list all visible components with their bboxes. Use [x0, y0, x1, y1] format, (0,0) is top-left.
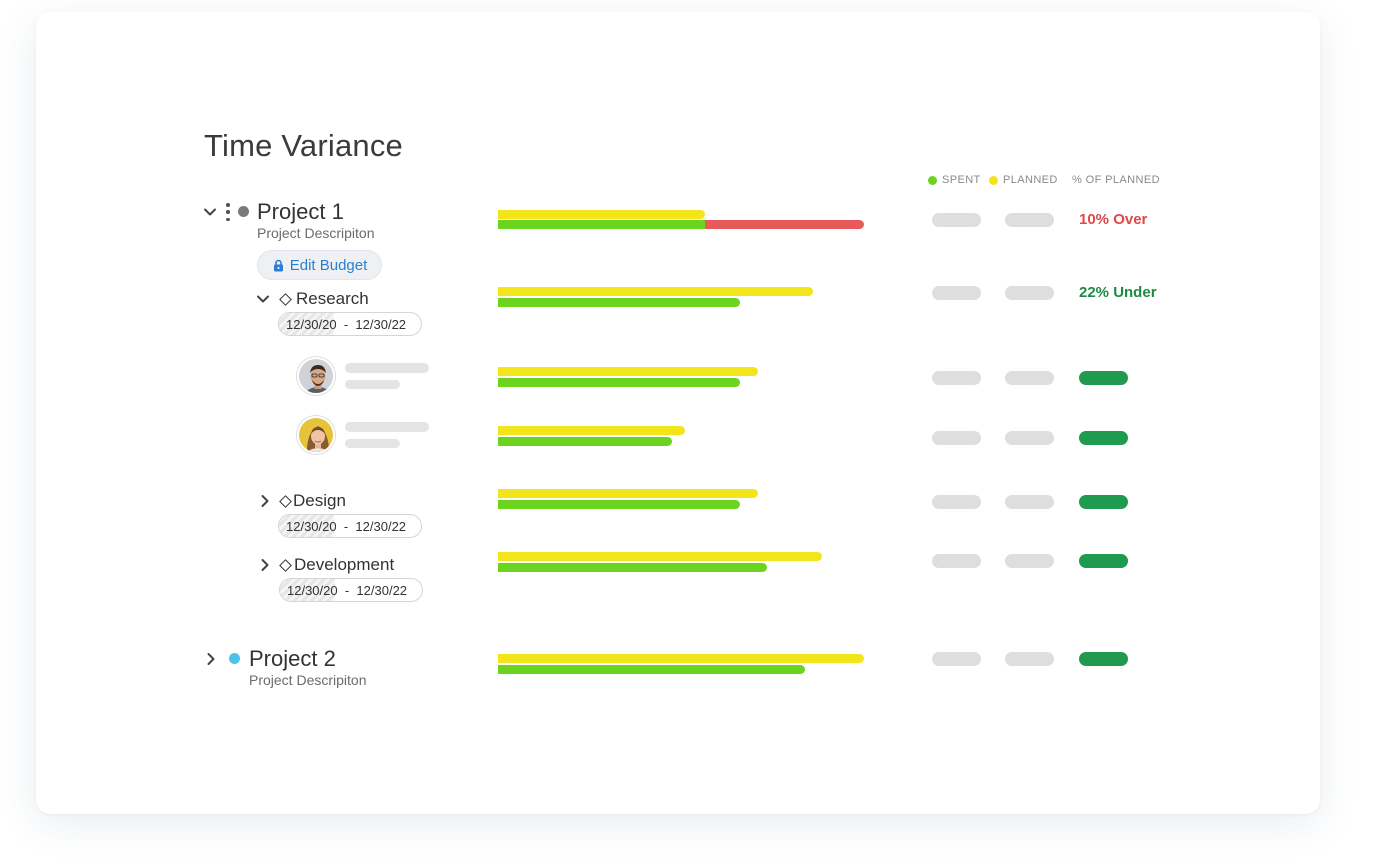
task-development-label: Development	[294, 555, 395, 574]
development-planned-bar	[498, 552, 822, 561]
development-planned-value-placeholder	[1005, 554, 1054, 568]
project2-spent-bar	[498, 665, 805, 674]
expand-design-chevron-right-icon[interactable]	[257, 493, 273, 509]
development-dates-text: 12/30/20 - 12/30/22	[287, 582, 408, 598]
development-spent-bar	[498, 563, 767, 572]
project1-status-dot	[238, 206, 249, 217]
member2-spent-bar	[498, 437, 672, 446]
female-avatar[interactable]	[297, 416, 335, 454]
project2-planned-value-placeholder	[1005, 652, 1054, 666]
collapse-research-chevron-down-icon[interactable]	[255, 291, 271, 307]
project1-over-bar	[705, 220, 864, 229]
design-planned-value-placeholder	[1005, 495, 1054, 509]
project1-variance: 10% Over	[1079, 211, 1148, 228]
project1-kebab-menu-icon[interactable]	[225, 203, 231, 221]
member1-role-placeholder	[345, 380, 400, 389]
project1-name[interactable]: Project 1	[257, 199, 344, 224]
member1-planned-value-placeholder	[1005, 371, 1054, 385]
development-date-range[interactable]: 12/30/20 - 12/30/22	[279, 578, 423, 602]
expand-development-chevron-right-icon[interactable]	[257, 557, 273, 573]
design-spent-value-placeholder	[932, 495, 981, 509]
time-variance-card	[36, 12, 1320, 814]
development-spent-value-placeholder	[932, 554, 981, 568]
date-range-hatch	[280, 579, 335, 601]
project2-description: Project Descripiton	[249, 672, 367, 688]
project1-planned-bar	[498, 210, 705, 219]
project2-spent-value-placeholder	[932, 652, 981, 666]
expand-project2-chevron-right-icon[interactable]	[203, 651, 219, 667]
male-avatar[interactable]	[297, 357, 335, 395]
project2-variance-placeholder	[1079, 652, 1128, 666]
research-planned-value-placeholder	[1005, 286, 1054, 300]
member1-spent-value-placeholder	[932, 371, 981, 385]
project1-spent-bar	[498, 220, 705, 229]
research-spent-bar	[498, 298, 740, 307]
edit-budget-label: Edit Budget	[289, 256, 368, 274]
milestone-diamond-icon	[279, 558, 292, 572]
legend-pct-label: % OF PLANNED	[1072, 174, 1160, 186]
member1-planned-bar	[498, 367, 758, 376]
research-dates-text: 12/30/20 - 12/30/22	[286, 316, 407, 332]
page-title: Time Variance	[204, 128, 403, 163]
task-research-label: Research	[296, 289, 369, 308]
research-spent-value-placeholder	[932, 286, 981, 300]
task-development[interactable]: Development	[279, 555, 395, 575]
milestone-diamond-icon	[279, 292, 292, 306]
task-design[interactable]: Design	[279, 491, 346, 511]
member2-role-placeholder	[345, 439, 400, 448]
date-range-hatch	[279, 313, 334, 335]
research-variance: 22% Under	[1079, 284, 1157, 301]
legend-planned-label: PLANNED	[1003, 174, 1058, 186]
legend-pct: % OF PLANNED	[1072, 174, 1160, 186]
legend-planned: PLANNED	[989, 174, 1058, 186]
project1-spent-bar-group	[498, 220, 864, 229]
design-dates-text: 12/30/20 - 12/30/22	[286, 518, 407, 534]
project1-planned-value-placeholder	[1005, 213, 1054, 227]
research-date-range[interactable]: 12/30/20 - 12/30/22	[278, 312, 422, 336]
member2-variance-placeholder	[1079, 431, 1128, 445]
task-research[interactable]: Research	[279, 289, 369, 309]
design-date-range[interactable]: 12/30/20 - 12/30/22	[278, 514, 422, 538]
member2-planned-bar	[498, 426, 685, 435]
milestone-diamond-icon	[279, 494, 292, 508]
research-planned-bar	[498, 287, 813, 296]
project2-status-dot	[229, 653, 240, 664]
spent-dot-icon	[928, 175, 937, 185]
lock-icon	[273, 259, 283, 271]
member2-name-placeholder	[345, 422, 429, 432]
legend-spent-label: SPENT	[942, 174, 981, 186]
date-range-hatch	[279, 515, 334, 537]
legend-spent: SPENT	[928, 174, 981, 186]
project1-description: Project Descripiton	[257, 225, 375, 241]
design-planned-bar	[498, 489, 758, 498]
project2-name[interactable]: Project 2	[249, 646, 336, 671]
design-spent-bar	[498, 500, 740, 509]
edit-budget-button[interactable]: Edit Budget	[257, 250, 382, 280]
member1-name-placeholder	[345, 363, 429, 373]
planned-dot-icon	[989, 175, 998, 185]
design-variance-placeholder	[1079, 495, 1128, 509]
development-variance-placeholder	[1079, 554, 1128, 568]
task-design-label: Design	[293, 491, 346, 510]
member1-spent-bar	[498, 378, 740, 387]
member1-variance-placeholder	[1079, 371, 1128, 385]
member2-planned-value-placeholder	[1005, 431, 1054, 445]
project2-planned-bar	[498, 654, 864, 663]
collapse-project1-chevron-down-icon[interactable]	[202, 204, 218, 220]
member2-spent-value-placeholder	[932, 431, 981, 445]
project1-spent-value-placeholder	[932, 213, 981, 227]
